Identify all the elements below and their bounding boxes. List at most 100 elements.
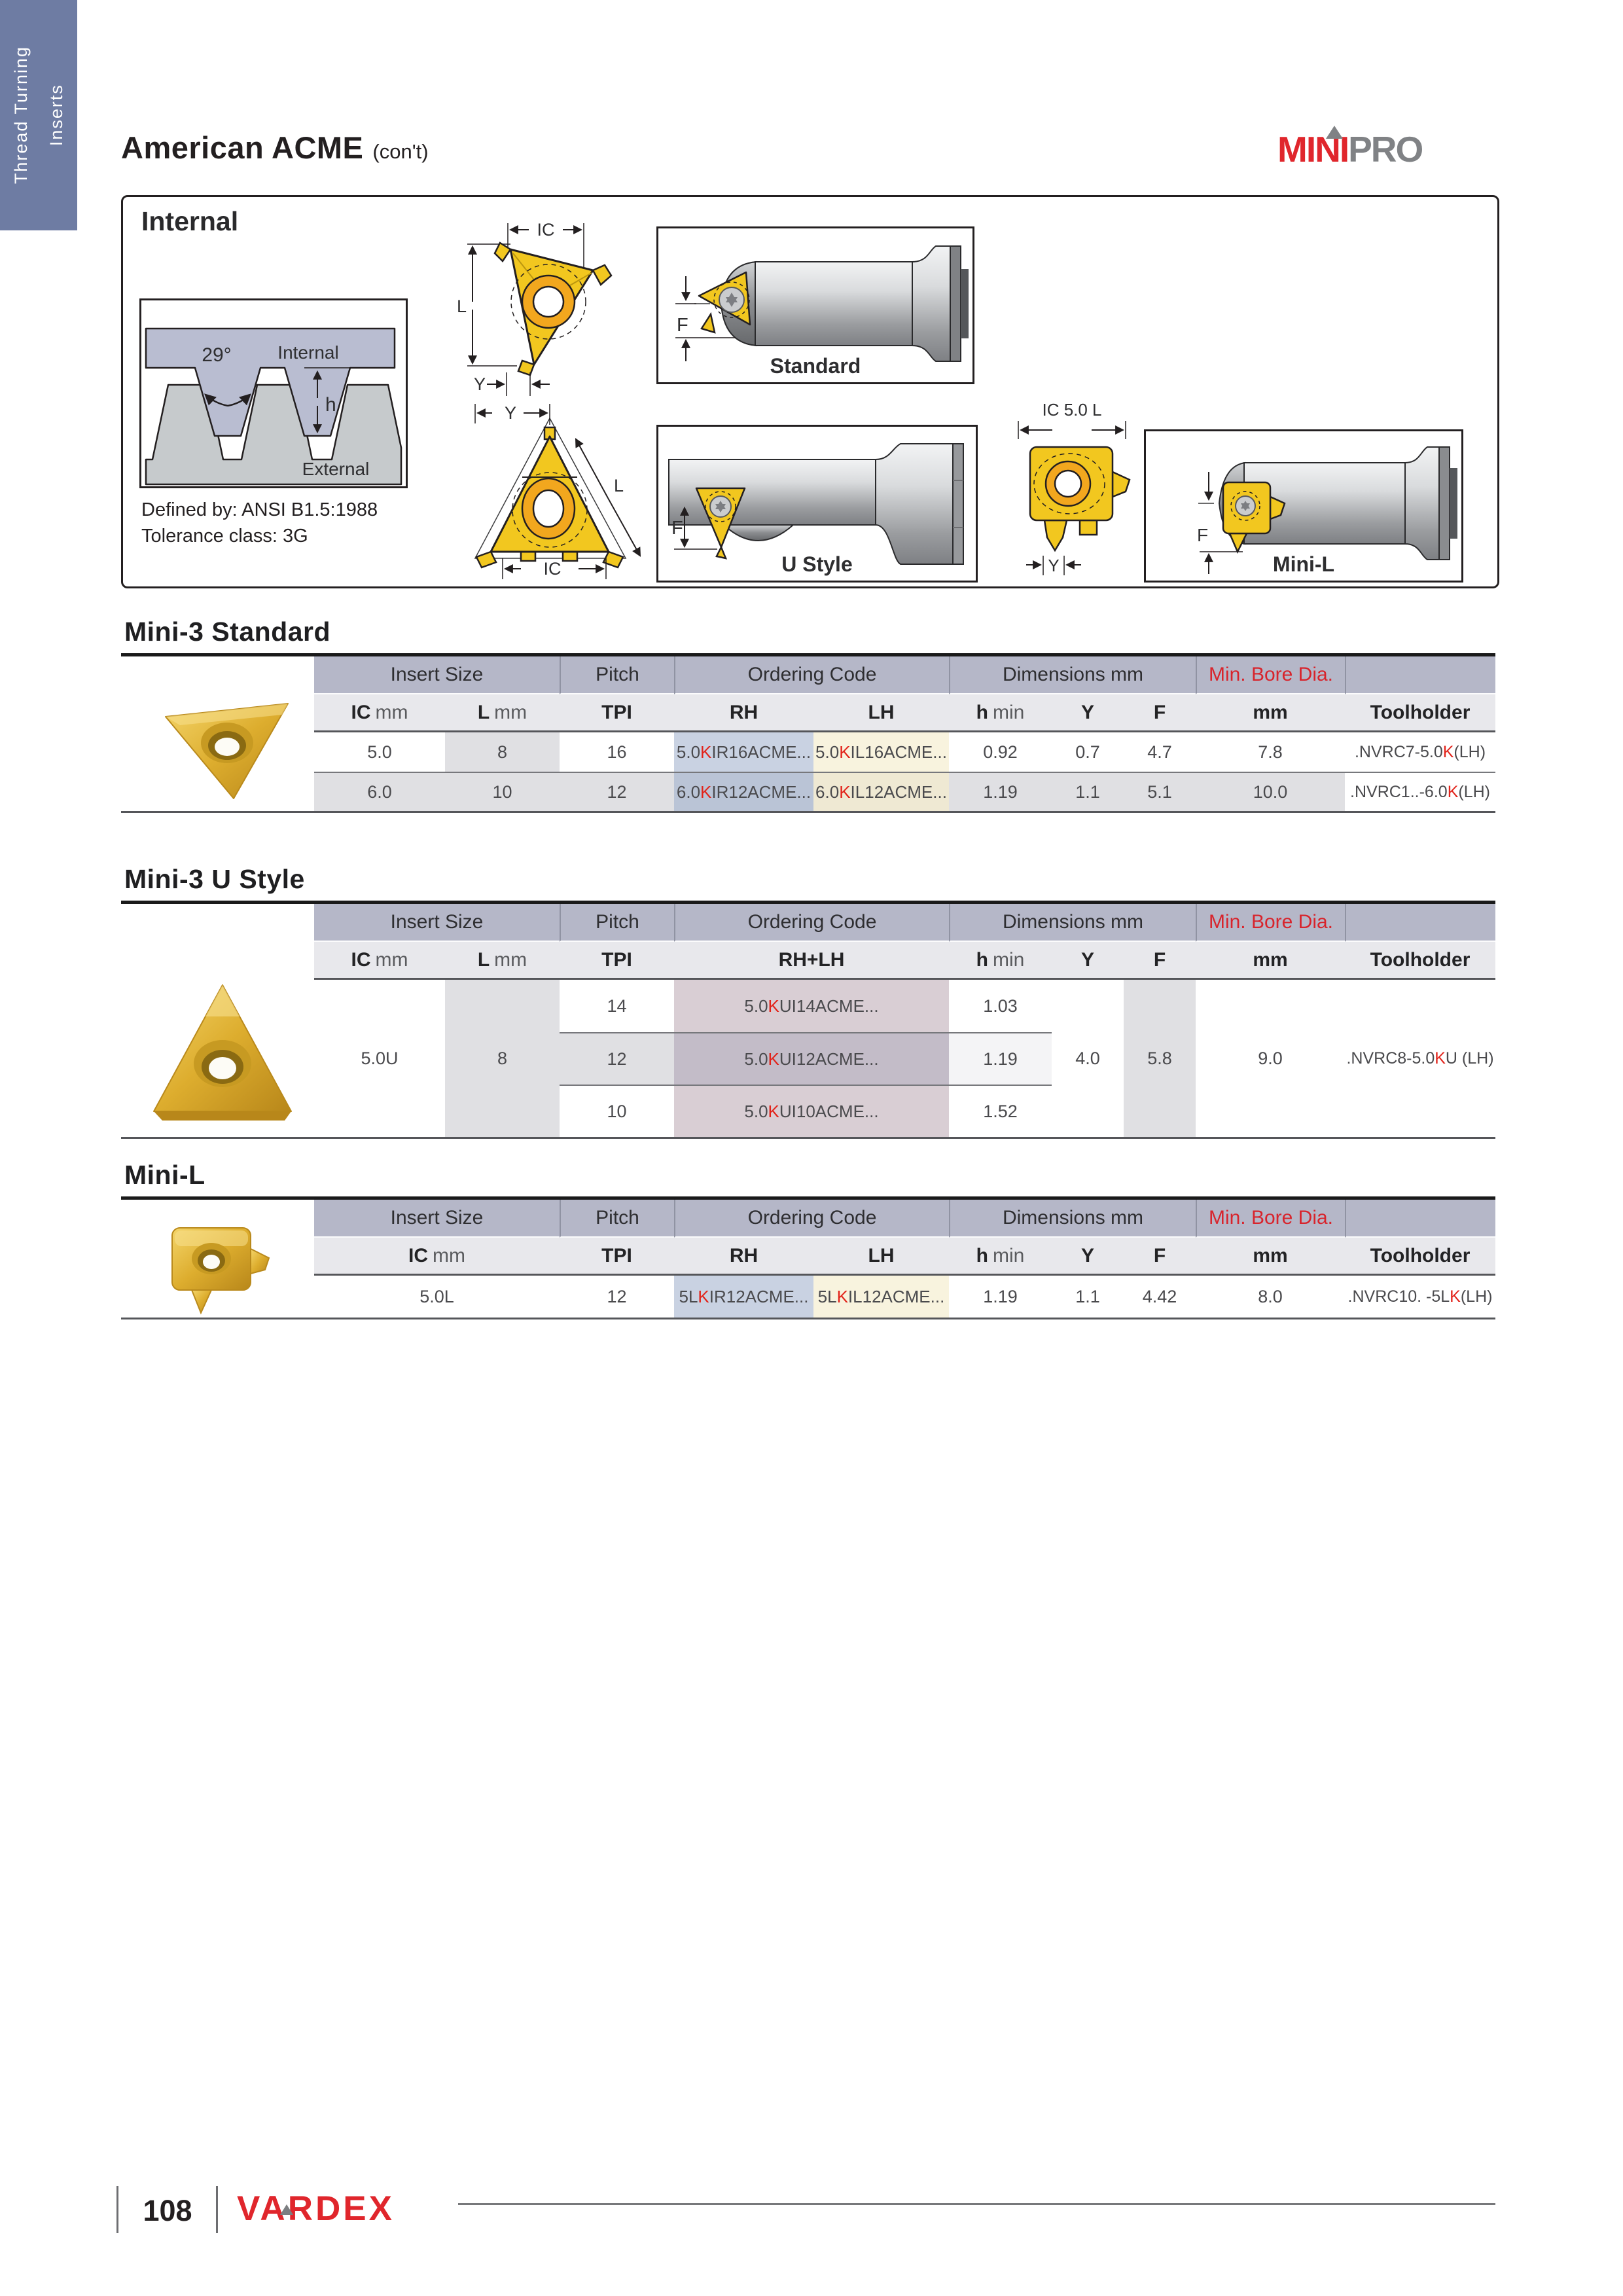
insert2-y-label: Y [505, 403, 516, 423]
group-blank [1345, 656, 1495, 694]
col-toolholder: Toolholder [1345, 694, 1495, 732]
col-f: F [1124, 694, 1196, 732]
group-pitch: Pitch [560, 656, 674, 694]
col-y: Y [1052, 694, 1124, 732]
section-heading-mini3-standard: Mini-3 Standard [124, 617, 331, 647]
col-rh: RH [674, 694, 813, 732]
footer-divider [116, 2186, 118, 2233]
page-title-suffix: (con't) [372, 140, 429, 163]
group-min-bore: Min. Bore Dia. [1196, 904, 1345, 942]
col-tpi: TPI [560, 694, 674, 732]
cell-ic: 5.0L [314, 1276, 560, 1318]
col-ic: IC mm [314, 1238, 560, 1276]
ustyle-holder-drawing: F [668, 443, 964, 565]
col-lh: LH [813, 694, 949, 732]
insert-y-label: Y [474, 374, 486, 394]
insert-photo-minil [171, 1227, 270, 1315]
cell-h: 1.52 [949, 1085, 1052, 1137]
cell-h: 1.19 [949, 1276, 1052, 1318]
cell-f-merged: 5.8 [1124, 980, 1196, 1137]
standard-holder-box: F Standard [656, 226, 974, 384]
group-blank [1345, 1200, 1495, 1238]
cell-rh-code: 5L K IR12ACME... [674, 1276, 813, 1318]
cell-tpi: 12 [560, 772, 674, 811]
vardex-logo: VARDEX [237, 2189, 395, 2228]
cell-l-merged: 8 [445, 980, 560, 1137]
cell-h: 1.19 [949, 1032, 1052, 1085]
minil-insert-y-label: Y [1048, 556, 1059, 575]
cell-rh-code: 6.0 K IR12ACME... [674, 772, 813, 811]
cell-f: 5.1 [1124, 772, 1196, 811]
insert2-l-label: L [614, 476, 624, 495]
insert-l-label: L [457, 296, 467, 316]
cell-lh-code: 6.0 K IL12ACME... [813, 772, 949, 811]
group-min-bore: Min. Bore Dia. [1196, 656, 1345, 694]
table-top-rule [121, 1196, 1495, 1200]
group-insert-size: Insert Size [314, 656, 560, 694]
insert-photo-ustyle [153, 984, 292, 1121]
col-mm: mm [1196, 694, 1345, 732]
group-dimensions: Dimensions mm [949, 904, 1196, 942]
col-tpi: TPI [560, 1238, 674, 1276]
cell-rh-code: 5.0 K IR16ACME... [674, 732, 813, 772]
sidebar-tab-thread-turning-inserts: Thread Turning Inserts [0, 0, 77, 230]
ustyle-holder-box: F U Style [656, 425, 978, 583]
cell-y: 1.1 [1052, 772, 1124, 811]
col-mm: mm [1196, 942, 1345, 980]
cell-min-bore: 10.0 [1196, 772, 1345, 811]
minipro-logo: MINI PRO [1277, 126, 1497, 170]
col-rh: RH [674, 1238, 813, 1276]
table-bottom-rule [121, 1318, 1495, 1319]
internal-diagram-panel: Internal 29° Internal h External Defined… [121, 195, 1499, 588]
thread-profile-diagram: 29° Internal h External [139, 298, 408, 488]
cell-lh-code: 5L K IL12ACME... [813, 1276, 949, 1318]
col-h-min: h min [949, 1238, 1052, 1276]
table-top-rule [121, 901, 1495, 904]
group-ordering-code: Ordering Code [674, 1200, 949, 1238]
insert-photo-standard [165, 703, 289, 799]
insert2-ic-label: IC [544, 559, 562, 579]
col-toolholder: Toolholder [1345, 942, 1495, 980]
col-h-min: h min [949, 942, 1052, 980]
profile-h-label: h [325, 394, 336, 416]
col-ic: IC mm [314, 942, 445, 980]
footer-rule [458, 2203, 1495, 2205]
footer-divider [216, 2186, 218, 2233]
cell-min-bore: 7.8 [1196, 732, 1345, 772]
cell-toolholder-merged: .NVRC8-5.0 K U (LH) [1345, 980, 1495, 1137]
cell-h: 0.92 [949, 732, 1052, 772]
cell-tpi: 14 [560, 980, 674, 1032]
section-heading-mini3-ustyle: Mini-3 U Style [124, 864, 305, 894]
insert-drawing-standard: IC L Y [457, 220, 613, 396]
cell-f: 4.42 [1124, 1276, 1196, 1318]
cell-toolholder: .NVRC10. -5L K (LH) [1345, 1276, 1495, 1318]
vardex-logo-triangle-icon [280, 2204, 293, 2215]
cell-rhlh-code: 5.0 K UI12ACME... [674, 1032, 949, 1085]
cell-h: 1.19 [949, 772, 1052, 811]
table-mini3-standard: Insert Size Pitch Ordering Code Dimensio… [314, 656, 1495, 811]
sidebar-tab-line2: Inserts [46, 84, 66, 147]
cell-l: 10 [445, 772, 560, 811]
col-h-min: h min [949, 694, 1052, 732]
minil-holder-label: Mini-L [1272, 552, 1335, 576]
table-minil: Insert Size Pitch Ordering Code Dimensio… [314, 1200, 1495, 1318]
table-bottom-rule [121, 1137, 1495, 1139]
standard-holder-label: Standard [770, 354, 861, 378]
insert-drawing-ustyle: Y L IC [474, 403, 641, 579]
cell-min-bore-merged: 9.0 [1196, 980, 1345, 1137]
group-ordering-code: Ordering Code [674, 904, 949, 942]
table-bottom-rule [121, 811, 1495, 813]
group-insert-size: Insert Size [314, 904, 560, 942]
cell-rhlh-code: 5.0 K UI14ACME... [674, 980, 949, 1032]
minil-holder-drawing: F [1197, 446, 1457, 574]
cell-lh-code: 5.0 K IL16ACME... [813, 732, 949, 772]
group-ordering-code: Ordering Code [674, 656, 949, 694]
cell-tpi: 10 [560, 1085, 674, 1137]
internal-heading: Internal [141, 206, 239, 236]
cell-ic: 5.0 [314, 732, 445, 772]
group-insert-size: Insert Size [314, 1200, 560, 1238]
col-y: Y [1052, 942, 1124, 980]
standard-f-label: F [677, 315, 688, 336]
col-rh-lh: RH+LH [674, 942, 949, 980]
